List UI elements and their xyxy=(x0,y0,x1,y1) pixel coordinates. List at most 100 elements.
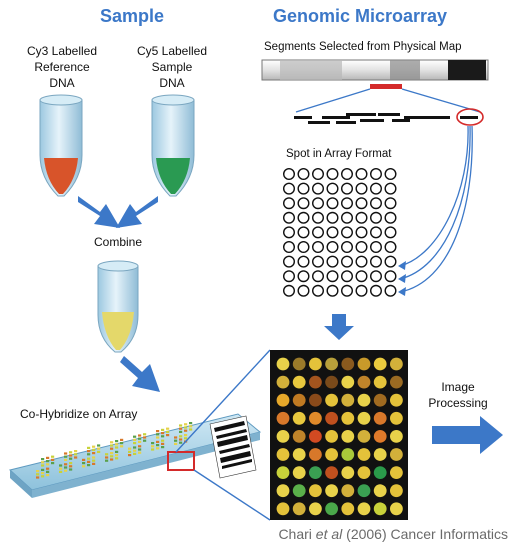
array-spot xyxy=(370,240,383,253)
array-spot xyxy=(297,255,310,268)
slide-spot xyxy=(161,442,165,445)
chip-spot xyxy=(373,375,387,389)
chip-spot xyxy=(373,448,387,461)
clone-arrow-heads xyxy=(398,261,406,296)
slide-spot xyxy=(41,468,45,471)
slide-spot xyxy=(69,462,73,465)
chip-spot xyxy=(390,502,403,516)
array-spot xyxy=(370,197,383,210)
array-spot xyxy=(370,270,383,283)
chip-spot xyxy=(373,393,387,407)
slide-spot xyxy=(179,430,183,433)
chip-spot xyxy=(309,502,322,516)
array-spot xyxy=(283,270,296,283)
chip-spot xyxy=(276,484,290,498)
array-spot xyxy=(355,284,368,297)
chip-spot xyxy=(292,393,306,407)
slide-spot xyxy=(92,456,96,459)
cy5-tube xyxy=(151,94,195,197)
chip-spot xyxy=(341,484,355,498)
slide-spot xyxy=(179,427,183,430)
chip-spot xyxy=(390,411,403,425)
chip-spot xyxy=(357,393,371,407)
slide-spot xyxy=(138,434,142,437)
slide-spot xyxy=(82,458,86,461)
slide-spot xyxy=(92,448,96,451)
chip-spot xyxy=(357,411,371,425)
array-spot xyxy=(355,182,368,195)
slide-spot xyxy=(156,433,160,436)
chip-spot xyxy=(292,357,306,371)
slide-spot xyxy=(133,446,137,449)
selected-segment xyxy=(370,84,402,89)
array-spot xyxy=(326,270,339,283)
slide-spot xyxy=(143,433,147,436)
chip-spot xyxy=(341,466,355,479)
chip-spot xyxy=(341,502,355,516)
array-spot xyxy=(355,211,368,224)
slide-spot xyxy=(179,424,183,427)
chip-spot xyxy=(325,448,338,461)
array-spot xyxy=(384,240,397,253)
slide-spot xyxy=(41,475,45,478)
selected-block-highlight xyxy=(167,451,195,471)
array-spot xyxy=(297,284,310,297)
slide-spot xyxy=(143,436,147,439)
slide-spot xyxy=(184,434,188,437)
slide-spot xyxy=(179,438,183,441)
array-spot xyxy=(312,211,325,224)
slide-spot xyxy=(133,452,137,455)
slide-spot xyxy=(82,462,86,465)
slide-spot xyxy=(59,470,63,473)
slide-spot xyxy=(115,454,119,457)
slide-spot xyxy=(179,435,183,438)
chip-spot xyxy=(292,430,306,443)
slide-spot xyxy=(151,445,155,448)
slide-spot xyxy=(74,456,78,459)
array-spot xyxy=(326,182,339,195)
array-spot xyxy=(341,270,354,283)
array-spot xyxy=(283,211,296,224)
array-spot xyxy=(370,182,383,195)
slide-spot xyxy=(120,445,124,448)
slide-spot xyxy=(133,435,137,438)
citation: Chari et al (2006) Cancer Informatics xyxy=(278,526,508,542)
slide-spot xyxy=(143,439,147,442)
slide-spot xyxy=(138,448,142,451)
array-spot xyxy=(326,284,339,297)
array-spot xyxy=(312,182,325,195)
slide-spot xyxy=(36,473,40,476)
chip-spot xyxy=(357,466,371,479)
array-spot xyxy=(326,255,339,268)
chip-spot xyxy=(325,357,338,371)
citation-suffix: (2006) Cancer Informatics xyxy=(342,526,508,542)
slide-spot xyxy=(156,444,160,447)
chip-spot xyxy=(309,357,322,371)
combined-liquid xyxy=(102,312,134,350)
chip-spot xyxy=(390,393,403,407)
slide-spot xyxy=(105,453,109,456)
chip-spot xyxy=(390,448,403,461)
array-to-chip-arrow xyxy=(324,314,354,340)
array-spot xyxy=(370,284,383,297)
slide-spot xyxy=(59,467,63,470)
slide-spot xyxy=(92,462,96,465)
slide-spot xyxy=(128,447,132,450)
slide-spot xyxy=(128,454,132,457)
slide-spot xyxy=(97,444,101,447)
image-processing-line2: Processing xyxy=(428,396,487,410)
slide-spot xyxy=(46,467,50,470)
slide-spot xyxy=(161,432,165,435)
spot-array-grid xyxy=(283,167,397,297)
citation-italic: et al xyxy=(316,526,343,542)
chip-spot xyxy=(292,411,306,425)
array-spot xyxy=(341,255,354,268)
slide-spot xyxy=(46,460,50,463)
array-spot xyxy=(384,226,397,239)
array-spot xyxy=(312,197,325,210)
slide-spot xyxy=(64,463,68,466)
chip-spot xyxy=(292,466,306,479)
cy5-liquid xyxy=(156,158,190,194)
chip-spot xyxy=(357,430,371,443)
